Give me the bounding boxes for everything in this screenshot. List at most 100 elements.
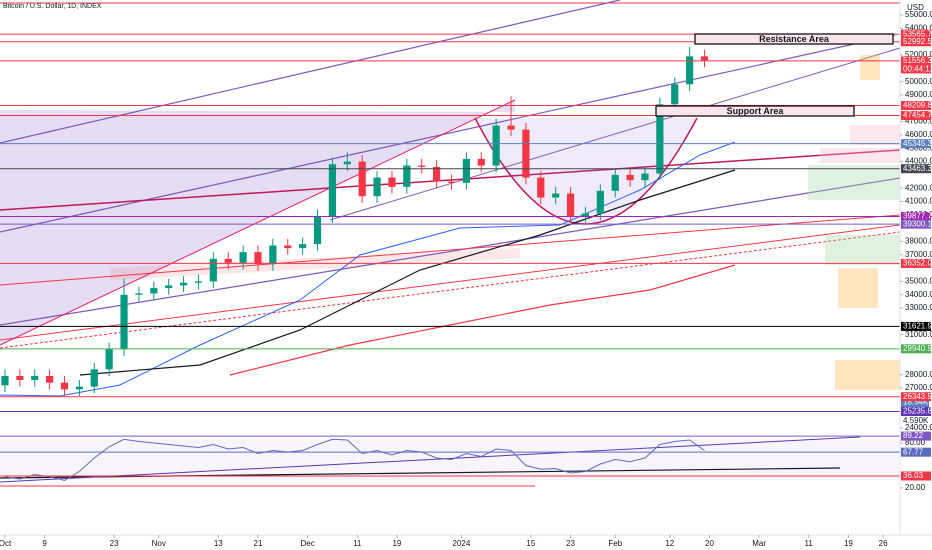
y-tick-label: 49000.00 bbox=[905, 90, 932, 99]
candle-body bbox=[433, 166, 441, 182]
x-tick-label: 19 bbox=[392, 539, 401, 548]
x-tick-label: 12 bbox=[665, 539, 674, 548]
candle-body bbox=[16, 375, 24, 380]
level-label: 39300.13 bbox=[903, 219, 932, 228]
candle-body bbox=[388, 177, 396, 187]
profile-bar bbox=[808, 165, 900, 200]
candle-body bbox=[611, 174, 619, 191]
level-label: 52992.58 bbox=[903, 37, 932, 46]
candle-body bbox=[60, 382, 69, 390]
trendline bbox=[0, 99, 516, 346]
countdown: 00:44:12 bbox=[903, 65, 932, 74]
level-tag bbox=[901, 392, 931, 402]
rsi-band bbox=[0, 440, 900, 480]
level-label: 39877.79 bbox=[903, 212, 932, 221]
candle-body bbox=[700, 56, 709, 61]
level-tag bbox=[901, 56, 931, 66]
level-label: 45345.30 bbox=[903, 139, 932, 148]
level-tag bbox=[901, 164, 931, 174]
rsi-line bbox=[4, 438, 705, 482]
x-tick-label: 13 bbox=[214, 539, 223, 548]
candle-body bbox=[165, 285, 173, 289]
candle-body bbox=[31, 375, 39, 380]
x-tick-label: Nov bbox=[152, 539, 166, 548]
level-tag bbox=[901, 431, 931, 441]
trendline bbox=[0, 224, 901, 341]
x-tick-label: 23 bbox=[110, 539, 119, 548]
candle-body bbox=[462, 158, 470, 183]
y-tick-label: 31000.00 bbox=[905, 330, 932, 339]
level-tag bbox=[901, 321, 931, 331]
candle-body bbox=[284, 245, 292, 249]
trendline bbox=[0, 177, 901, 326]
x-tick-label: 2024 bbox=[453, 539, 471, 548]
profile-bar bbox=[850, 125, 900, 145]
x-tick-label: Feb bbox=[608, 539, 622, 548]
candle-body bbox=[373, 177, 381, 197]
y-tick-label: 44000.00 bbox=[905, 157, 932, 166]
x-tick-label: 20 bbox=[705, 539, 714, 548]
y-tick-label: 37000.00 bbox=[905, 250, 932, 259]
candle-body bbox=[537, 177, 545, 198]
candle-body bbox=[135, 293, 143, 295]
level-label: 31621.96 bbox=[903, 322, 932, 331]
profile-bar bbox=[820, 148, 900, 163]
level-tag bbox=[901, 37, 931, 47]
candle-body bbox=[224, 258, 232, 263]
candle-body bbox=[686, 56, 694, 85]
trendline bbox=[0, 436, 861, 483]
y-tick-label: 42000.00 bbox=[905, 183, 932, 192]
candle-body bbox=[239, 252, 247, 263]
level-tag bbox=[901, 471, 931, 481]
level-tag bbox=[901, 219, 931, 229]
candle-body bbox=[254, 252, 262, 265]
volume-profile bbox=[808, 55, 900, 390]
y-tick-label: 27000.00 bbox=[905, 383, 932, 392]
y-tick-label: 28000.00 bbox=[905, 370, 932, 379]
x-tick-label: 11 bbox=[353, 539, 362, 548]
level-label: 29940.99 bbox=[903, 344, 932, 353]
trendline bbox=[329, 47, 901, 221]
x-tick-label: 26 bbox=[879, 539, 888, 548]
y-tick-label: 47000.00 bbox=[905, 117, 932, 126]
marks bbox=[0, 33, 900, 482]
candle-body bbox=[343, 161, 351, 165]
x-tick-label: Oct bbox=[0, 539, 12, 548]
x-tick-label: Mar bbox=[752, 539, 766, 548]
trendline bbox=[0, 231, 901, 349]
x-tick-label: 23 bbox=[566, 539, 575, 548]
candle-body bbox=[552, 193, 560, 198]
countdown-tag bbox=[901, 65, 931, 74]
candle-body bbox=[566, 193, 575, 217]
profile-bar bbox=[860, 55, 880, 80]
moving-average bbox=[79, 169, 736, 376]
y-tick-label: 20.00 bbox=[905, 483, 926, 492]
y-tick-label: 50000.00 bbox=[905, 77, 932, 86]
level-label: 47454.74 bbox=[903, 111, 932, 120]
y-tick-label: 46000.00 bbox=[905, 130, 932, 139]
candle-body bbox=[522, 129, 530, 178]
level-tag bbox=[901, 258, 931, 268]
level-label: 36.03 bbox=[903, 471, 924, 480]
x-tick-label: 21 bbox=[254, 539, 263, 548]
candle-body bbox=[447, 181, 456, 183]
trendline bbox=[0, 0, 621, 144]
candle-body bbox=[120, 294, 128, 350]
y-tick-label: 52000.00 bbox=[905, 50, 932, 59]
candle-body bbox=[179, 282, 188, 286]
level-tag bbox=[901, 406, 931, 416]
profile-bar bbox=[838, 268, 878, 308]
x-tick-label: 19 bbox=[844, 539, 853, 548]
x-tick-label: 11 bbox=[805, 539, 814, 548]
level-label: 89.22 bbox=[903, 431, 924, 440]
moving-average bbox=[229, 264, 736, 376]
candle-body bbox=[626, 174, 634, 181]
x-tick-label: 15 bbox=[526, 539, 535, 548]
candle-body bbox=[105, 349, 113, 370]
level-label: 43463.34 bbox=[903, 164, 932, 173]
level-tag bbox=[901, 111, 931, 121]
level-tag bbox=[901, 211, 931, 221]
price-axis bbox=[900, 0, 932, 550]
volume-label: 18.54K bbox=[903, 398, 929, 407]
